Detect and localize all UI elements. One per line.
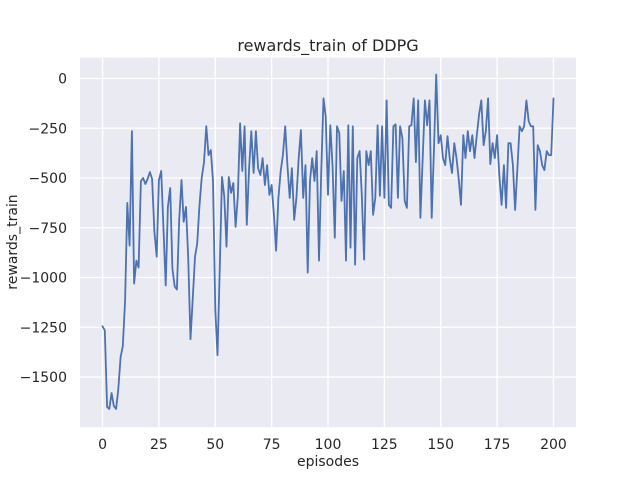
x-tick-label: 100: [315, 437, 342, 453]
plot-area: 0 25 50 75 100 125 150 175 200 0 −250 −500 −750 −1000…: [20, 57, 576, 453]
x-tick-label: 75: [263, 437, 281, 453]
x-tick-label: 50: [206, 437, 224, 453]
x-axis-label: episodes: [297, 454, 359, 470]
x-tick-label: 0: [98, 437, 107, 453]
x-tick-label: 175: [484, 437, 511, 453]
x-tick-label: 200: [540, 437, 567, 453]
y-tick-label: −250: [29, 121, 67, 137]
series-line-rewards-train: [101, 73, 555, 410]
y-tick-label: −1000: [20, 271, 67, 287]
y-tick-label: −1500: [20, 370, 67, 386]
y-tick-label: −500: [29, 171, 67, 187]
x-tick-label: 25: [150, 437, 168, 453]
y-tick-label: −750: [29, 221, 67, 237]
chart-title: rewards_train of DDPG: [237, 36, 418, 56]
x-tick-label: 150: [427, 437, 454, 453]
y-tick-label: −1250: [20, 320, 67, 336]
x-tick-label: 125: [371, 437, 398, 453]
y-axis-label: rewards_train: [5, 194, 21, 289]
y-tick-label: 0: [58, 71, 67, 87]
